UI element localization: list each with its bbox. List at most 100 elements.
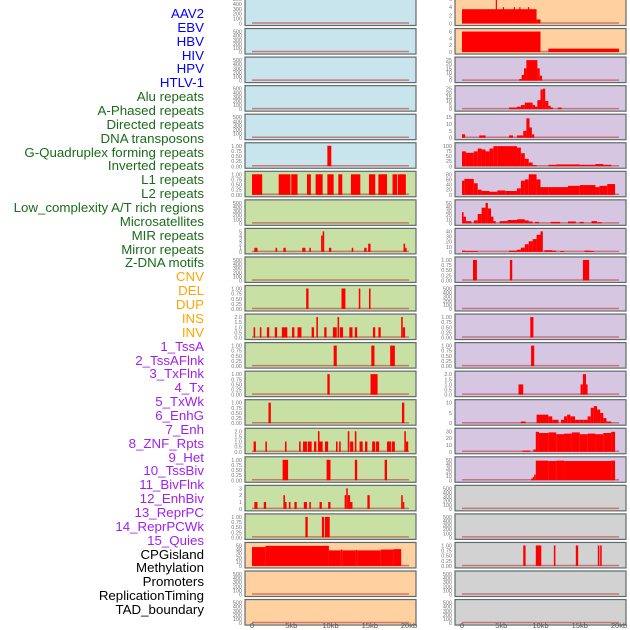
track-panel-right — [454, 256, 627, 284]
y-tick-label: 400 — [443, 605, 452, 611]
y-tick-label: 4 — [449, 5, 452, 11]
y-tick-label: 1.5 — [234, 320, 242, 326]
data-bar — [317, 431, 320, 452]
data-bar — [333, 345, 337, 367]
data-bar — [321, 235, 323, 252]
y-tick-label: 30 — [446, 235, 452, 241]
y-tick-label: 0.5 — [234, 330, 242, 336]
data-bar — [349, 327, 353, 338]
y-tick-label: 300 — [233, 209, 242, 215]
y-tick-label: 0 — [449, 621, 452, 627]
data-bar — [579, 434, 588, 452]
y-tick-label: 0 — [239, 107, 242, 113]
y-tick-label: 0.5 — [444, 388, 452, 394]
y-tick-label: 400 — [233, 34, 242, 40]
track-label: Z-DNA motifs — [124, 255, 204, 271]
track-label: 9_Het — [168, 449, 204, 465]
y-tick-label: 1.5 — [234, 434, 242, 440]
data-spike — [495, 0, 497, 24]
data-bar — [311, 327, 315, 338]
data-bar — [526, 60, 538, 81]
y-tick-label: 2 — [449, 43, 452, 49]
y-tick-label: 0 — [449, 221, 452, 227]
data-bar — [579, 164, 596, 167]
y-tick-label: 500 — [233, 58, 242, 64]
y-tick-label: 0.75 — [231, 292, 242, 298]
data-bar — [473, 220, 478, 224]
track-panel-right — [454, 570, 627, 598]
data-bar — [299, 441, 301, 452]
data-bar — [564, 461, 612, 481]
data-bar — [268, 402, 271, 424]
y-tick-label: 10 — [446, 122, 452, 128]
data-bar — [462, 212, 464, 224]
data-bar — [584, 250, 590, 252]
track-panel-right — [454, 598, 627, 626]
data-bar — [309, 502, 311, 509]
y-tick-label: 0 — [239, 79, 242, 85]
y-tick-label: 0 — [239, 250, 242, 256]
y-tick-label: 200 — [233, 70, 242, 76]
data-bar — [537, 68, 540, 81]
y-tick-label: 0.75 — [231, 406, 242, 412]
data-bar — [314, 441, 317, 452]
y-tick-label: 0.00 — [441, 336, 452, 342]
data-bar — [509, 135, 514, 138]
track-panel-left — [244, 199, 417, 226]
data-bar — [536, 414, 541, 424]
data-bar — [402, 502, 405, 509]
y-tick-label: 200 — [443, 499, 452, 505]
y-tick-label: 200 — [233, 213, 242, 219]
data-bar — [462, 134, 466, 138]
y-tick-label: 0 — [239, 278, 242, 284]
data-bar — [472, 259, 477, 281]
data-bar — [359, 441, 363, 452]
track-panel-left — [244, 256, 417, 284]
y-tick-label: 15 — [446, 95, 452, 101]
y-tick-label: 500 — [443, 601, 452, 607]
track-panel-left — [244, 513, 417, 541]
data-bar — [371, 345, 375, 367]
data-bar — [531, 478, 533, 481]
y-tick-label: 200 — [233, 42, 242, 48]
y-tick-label: 500 — [233, 258, 242, 264]
data-bar — [302, 247, 306, 252]
y-tick-label: 500 — [443, 486, 452, 492]
data-bar — [404, 431, 406, 452]
y-tick-label: 0 — [239, 593, 242, 599]
y-tick-label: 1.0 — [234, 325, 242, 331]
data-bar — [550, 107, 554, 110]
y-tick-label: 0.50 — [231, 468, 242, 474]
x-tick-label: 5kb — [495, 621, 507, 630]
data-bar — [337, 317, 340, 338]
data-bar — [535, 460, 549, 481]
y-tick-label: 4 — [239, 234, 242, 240]
y-tick-label: 0.5 — [234, 445, 242, 451]
y-tick-label: 0.25 — [441, 273, 452, 279]
y-tick-label: 400 — [443, 490, 452, 496]
y-tick-label: 200 — [233, 99, 242, 105]
y-tick-label: 500 — [233, 87, 242, 93]
data-bar — [364, 247, 367, 252]
data-bar — [595, 164, 604, 167]
data-bar — [372, 441, 376, 452]
y-tick-label: 10 — [446, 401, 452, 407]
data-bar — [516, 249, 521, 252]
y-tick-label: 0.25 — [231, 416, 242, 422]
data-bar — [354, 459, 358, 481]
y-tick-label: 40 — [446, 229, 452, 235]
y-tick-label: 300 — [443, 523, 452, 529]
y-tick-label: 500 — [233, 115, 242, 121]
y-tick-label: 500 — [233, 30, 242, 36]
y-tick-label: 25 — [446, 87, 452, 93]
data-bar — [284, 502, 287, 509]
y-tick-label: 0.00 — [231, 193, 242, 199]
y-tick-label: 0.25 — [231, 302, 242, 308]
track-label: Methylation — [136, 560, 204, 576]
data-bar — [378, 174, 388, 195]
track-panel-left — [244, 0, 417, 27]
data-bar — [523, 130, 527, 138]
y-tick-label: 400 — [233, 2, 242, 8]
data-bar — [462, 180, 465, 195]
data-bar — [350, 502, 353, 509]
